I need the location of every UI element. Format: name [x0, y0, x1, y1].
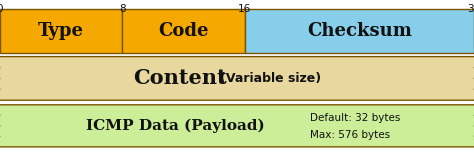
- Bar: [122, 9, 245, 53]
- Bar: [245, 9, 474, 53]
- Text: 16: 16: [238, 4, 251, 14]
- Text: (Variable size): (Variable size): [219, 72, 321, 85]
- Text: 31: 31: [467, 4, 474, 14]
- Polygon shape: [0, 105, 474, 147]
- Text: Max: 576 bytes: Max: 576 bytes: [310, 130, 391, 140]
- Bar: [0, 9, 122, 53]
- Text: Default: 32 bytes: Default: 32 bytes: [310, 113, 401, 123]
- Text: Checksum: Checksum: [307, 22, 412, 40]
- Text: ICMP Data (Payload): ICMP Data (Payload): [86, 119, 265, 133]
- Text: Content: Content: [133, 68, 227, 88]
- Polygon shape: [0, 57, 474, 100]
- Text: Type: Type: [38, 22, 84, 40]
- Text: 8: 8: [119, 4, 126, 14]
- Text: 0: 0: [0, 4, 3, 14]
- Text: Code: Code: [158, 22, 209, 40]
